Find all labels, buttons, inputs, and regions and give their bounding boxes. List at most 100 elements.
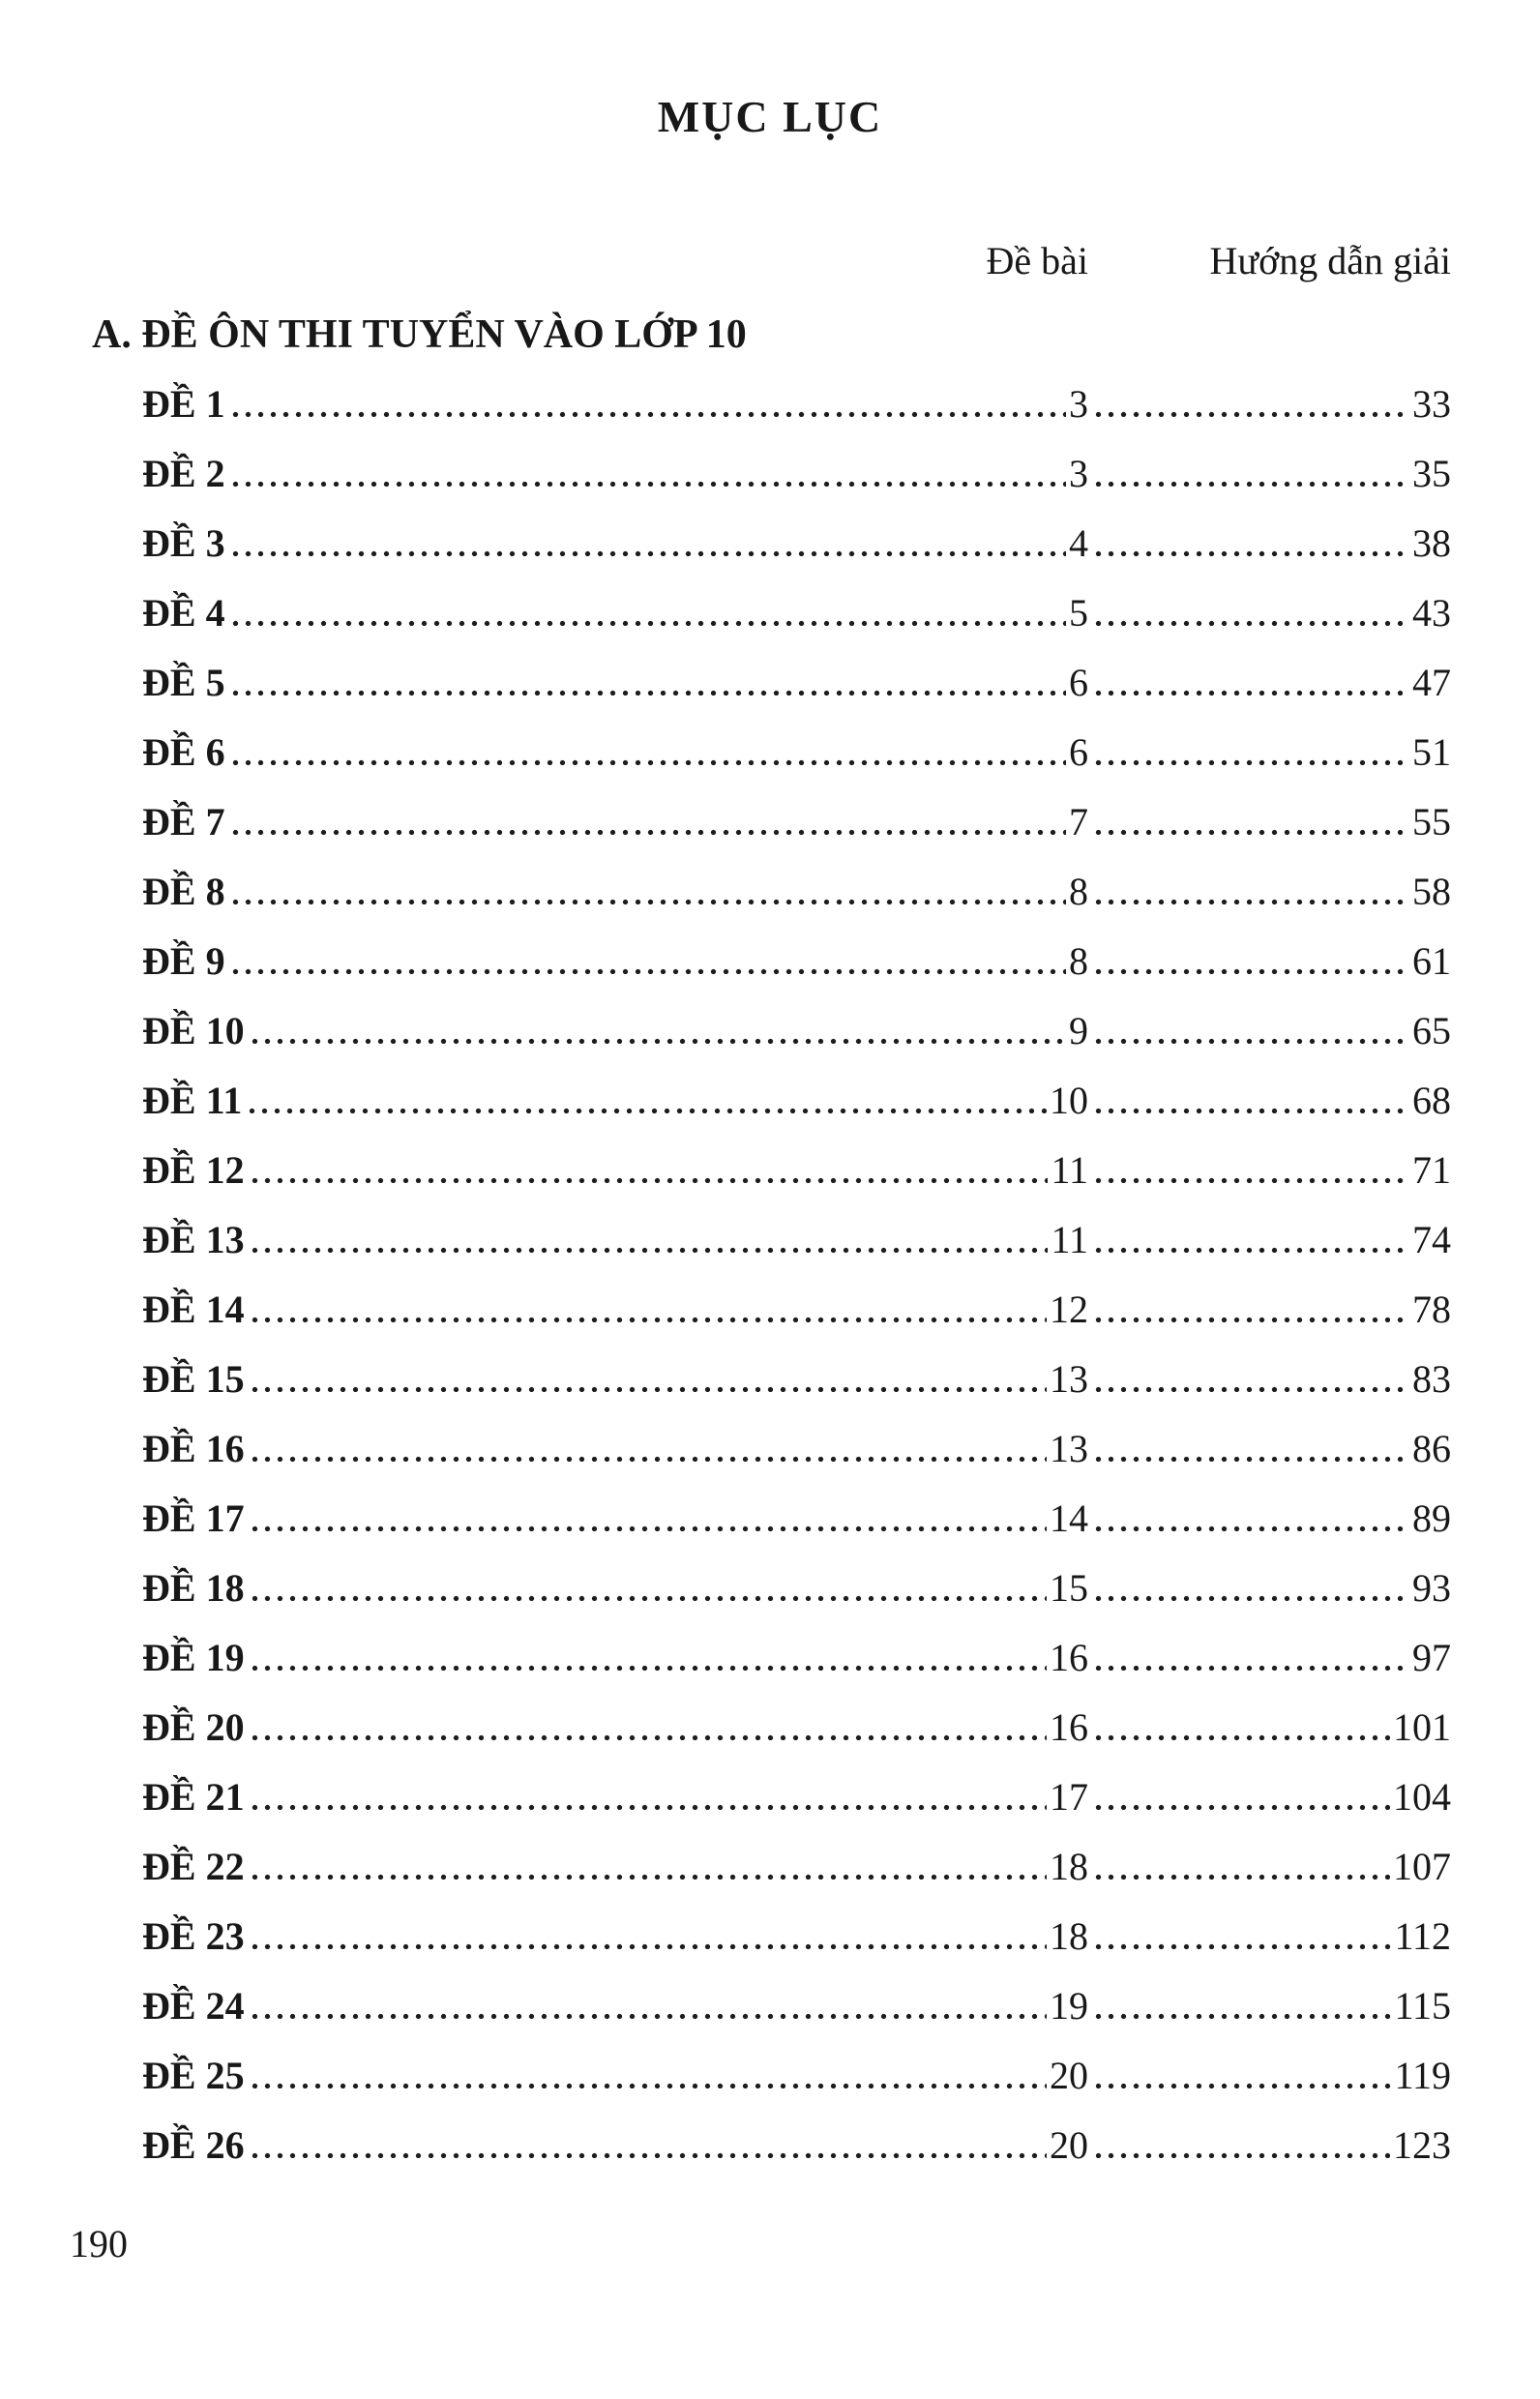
toc-row: ĐỀ 24 19 115 [142, 1971, 1451, 2041]
toc-entry-label: ĐỀ 1 [142, 382, 225, 426]
dot-leader [227, 898, 1066, 904]
toc-entry-de-bai-page: 8 [1069, 870, 1088, 913]
dot-leader [1091, 1107, 1409, 1113]
toc-row-right-segment: 65 [1088, 996, 1451, 1066]
toc-entry-huong-dan-page: 107 [1393, 1845, 1451, 1888]
toc-entry-label: ĐỀ 3 [142, 521, 225, 565]
toc-row-left-segment: ĐỀ 24 19 [142, 1971, 1088, 2041]
toc-entry-huong-dan-page: 43 [1412, 591, 1451, 635]
toc-entry-huong-dan-page: 93 [1412, 1566, 1451, 1610]
toc-entry-de-bai-page: 3 [1069, 382, 1088, 426]
toc-row-right-segment: 112 [1088, 1902, 1451, 1971]
dot-leader [247, 1803, 1047, 1810]
toc-entry-label: ĐỀ 23 [142, 1914, 245, 1958]
toc-row-left-segment: ĐỀ 10 9 [142, 996, 1088, 1066]
toc-entry-huong-dan-page: 115 [1394, 1984, 1451, 2028]
toc-row: ĐỀ 1 3 33 [142, 370, 1451, 439]
toc-row-left-segment: ĐỀ 11 10 [142, 1066, 1088, 1136]
toc-row-left-segment: ĐỀ 20 16 [142, 1693, 1088, 1762]
dot-leader [1091, 2082, 1392, 2088]
toc-entry-de-bai-page: 9 [1069, 1009, 1088, 1052]
dot-leader [245, 1107, 1047, 1113]
toc-row-right-segment: 55 [1088, 787, 1451, 857]
toc-row-left-segment: ĐỀ 21 17 [142, 1762, 1088, 1832]
toc-entry-huong-dan-page: 123 [1393, 2123, 1451, 2167]
toc-row: ĐỀ 17 14 89 [142, 1484, 1451, 1554]
toc-entry-label: ĐỀ 9 [142, 939, 225, 983]
dot-leader [1091, 1594, 1409, 1601]
toc-row-left-segment: ĐỀ 19 16 [142, 1623, 1088, 1693]
dot-leader [1091, 2151, 1390, 2158]
toc-entry-de-bai-page: 19 [1050, 1984, 1088, 2028]
toc-row: ĐỀ 21 17 104 [142, 1762, 1451, 1832]
toc-row-right-segment: 51 [1088, 718, 1451, 787]
toc-entry-label: ĐỀ 21 [142, 1775, 245, 1819]
dot-leader [1091, 1664, 1409, 1671]
toc-row: ĐỀ 25 20 119 [142, 2041, 1451, 2111]
dot-leader [247, 1455, 1047, 1462]
dot-leader [247, 1733, 1047, 1740]
toc-entry-de-bai-page: 16 [1050, 1705, 1088, 1749]
toc-entry-de-bai-page: 20 [1050, 2123, 1088, 2167]
toc-row: ĐỀ 4 5 43 [142, 578, 1451, 648]
toc-entry-huong-dan-page: 86 [1412, 1427, 1451, 1470]
dot-leader [227, 828, 1066, 835]
toc-entry-label: ĐỀ 2 [142, 452, 225, 495]
toc-entry-label: ĐỀ 22 [142, 1845, 245, 1888]
toc-row: ĐỀ 9 8 61 [142, 927, 1451, 996]
toc-entry-label: ĐỀ 5 [142, 661, 225, 704]
toc-row-right-segment: 107 [1088, 1832, 1451, 1902]
dot-leader [247, 1246, 1049, 1253]
toc-row-right-segment: 74 [1088, 1205, 1451, 1275]
toc-row-right-segment: 78 [1088, 1275, 1451, 1345]
toc-entry-label: ĐỀ 18 [142, 1566, 245, 1610]
toc-entry-huong-dan-page: 55 [1412, 800, 1451, 844]
toc-entry-label: ĐỀ 26 [142, 2123, 245, 2167]
toc-row-left-segment: ĐỀ 26 20 [142, 2111, 1088, 2180]
toc-row: ĐỀ 7 7 55 [142, 787, 1451, 857]
toc-entry-label: ĐỀ 19 [142, 1636, 245, 1679]
dot-leader [227, 758, 1066, 765]
toc-row: ĐỀ 16 13 86 [142, 1414, 1451, 1484]
toc-row-left-segment: ĐỀ 4 5 [142, 578, 1088, 648]
dot-leader [1091, 1385, 1409, 1392]
dot-leader [1091, 1803, 1390, 1810]
toc-row-left-segment: ĐỀ 2 3 [142, 439, 1088, 509]
toc-row-right-segment: 101 [1088, 1693, 1451, 1762]
toc-entry-de-bai-page: 4 [1069, 521, 1088, 565]
toc-row: ĐỀ 5 6 47 [142, 648, 1451, 718]
toc-row-left-segment: ĐỀ 1 3 [142, 370, 1088, 439]
toc-entry-de-bai-page: 7 [1069, 800, 1088, 844]
toc-entry-label: ĐỀ 13 [142, 1218, 245, 1261]
toc-entry-huong-dan-page: 78 [1412, 1288, 1451, 1331]
toc-row-left-segment: ĐỀ 12 11 [142, 1136, 1088, 1205]
dot-leader [227, 619, 1066, 626]
toc-row-left-segment: ĐỀ 8 8 [142, 857, 1088, 927]
dot-leader [1091, 1455, 1409, 1462]
toc-entry-huong-dan-page: 61 [1412, 939, 1451, 983]
dot-leader [1091, 1316, 1409, 1322]
toc-entry-huong-dan-page: 51 [1412, 730, 1451, 774]
toc-row-left-segment: ĐỀ 9 8 [142, 927, 1088, 996]
dot-leader [1091, 828, 1409, 835]
page-number: 190 [70, 2222, 128, 2266]
toc-entry-label: ĐỀ 11 [142, 1079, 243, 1122]
dot-leader [1091, 2012, 1392, 2019]
dot-leader [247, 1594, 1047, 1601]
column-header-de-bai: Đề bài [986, 239, 1088, 282]
toc-entry-label: ĐỀ 6 [142, 730, 225, 774]
toc-row-right-segment: 86 [1088, 1414, 1451, 1484]
toc-entry-label: ĐỀ 14 [142, 1288, 245, 1331]
toc-entry-de-bai-page: 13 [1050, 1427, 1088, 1470]
toc-row-right-segment: 35 [1088, 439, 1451, 509]
toc-entry-de-bai-page: 6 [1069, 661, 1088, 704]
toc-row-left-segment: ĐỀ 17 14 [142, 1484, 1088, 1554]
toc-entry-de-bai-page: 20 [1050, 2054, 1088, 2097]
dot-leader [247, 1316, 1047, 1322]
toc-row-left-segment: ĐỀ 16 13 [142, 1414, 1088, 1484]
dot-leader [227, 549, 1066, 556]
toc-entry-huong-dan-page: 35 [1412, 452, 1451, 495]
toc-entry-huong-dan-page: 65 [1412, 1009, 1451, 1052]
toc-row-left-segment: ĐỀ 6 6 [142, 718, 1088, 787]
